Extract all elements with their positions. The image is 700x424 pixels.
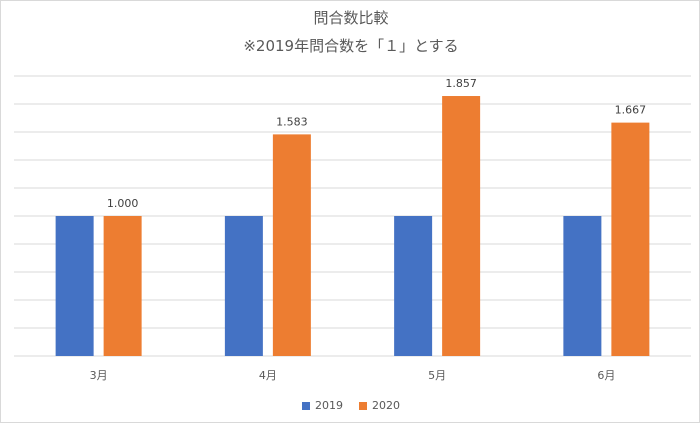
data-label: 1.857 xyxy=(445,77,477,90)
chart-title: 問合数比較 xyxy=(313,9,389,27)
bar-2020-1 xyxy=(272,134,311,356)
bar-2019-2 xyxy=(394,216,433,356)
x-tick-label: 5月 xyxy=(428,369,446,382)
bar-2020-2 xyxy=(442,96,481,357)
legend-label-2019: 2019 xyxy=(315,399,343,412)
data-label: 1.000 xyxy=(107,197,139,210)
bar-2019-3 xyxy=(563,216,602,356)
bar-2019-0 xyxy=(55,216,94,356)
data-label: 1.583 xyxy=(276,115,308,128)
x-tick-label: 4月 xyxy=(259,369,277,382)
legend-item-2020: 2020 xyxy=(359,399,400,412)
legend-item-2019: 2019 xyxy=(302,399,343,412)
legend-swatch-2019 xyxy=(302,401,310,410)
chart-subtitle: ※2019年問合数を「１」とする xyxy=(243,37,459,55)
bar-2020-0 xyxy=(103,216,142,356)
data-label: 1.667 xyxy=(615,104,647,117)
x-tick-label: 3月 xyxy=(90,369,108,382)
bar-2020-3 xyxy=(611,122,650,357)
legend: 2019 2020 xyxy=(1,399,700,412)
bar-2019-1 xyxy=(224,216,263,356)
x-tick-label: 6月 xyxy=(597,369,615,382)
legend-label-2020: 2020 xyxy=(372,399,400,412)
legend-swatch-2020 xyxy=(359,401,367,410)
